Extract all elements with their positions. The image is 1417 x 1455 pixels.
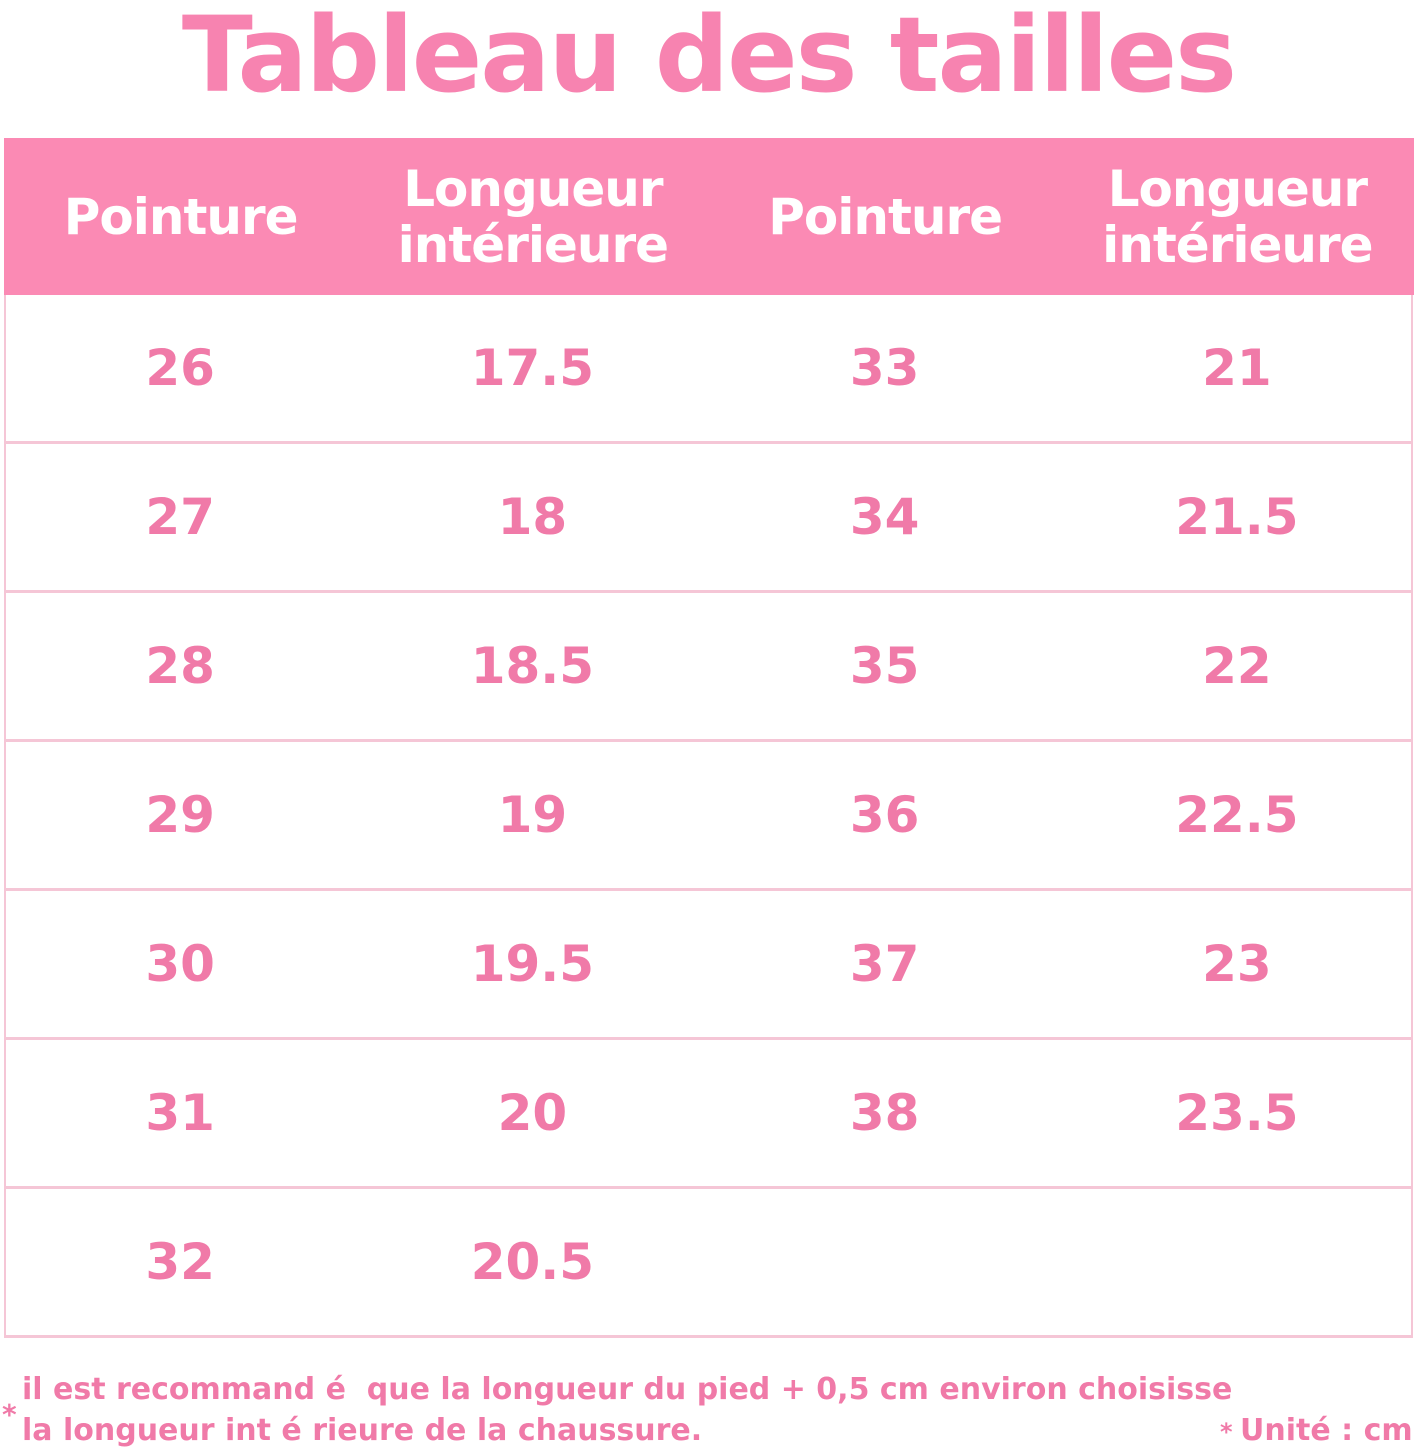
table-cell: 30	[145, 935, 215, 993]
table-cell: 22	[1202, 637, 1272, 695]
table-cell: 20.5	[470, 1233, 595, 1291]
table-cell: 28	[145, 637, 215, 695]
title: Tableau des tailles	[181, 0, 1237, 116]
unit: Unité : cm	[1240, 1413, 1413, 1448]
size-table: Pointure Longueur intérieure Pointure Longu…	[4, 138, 1414, 1338]
table-cell: 31	[145, 1084, 215, 1142]
table-row: 30 19.5 37 23	[4, 891, 1413, 1040]
table-row: 29 19 36 22.5	[4, 742, 1413, 891]
table-cell: 23	[1202, 935, 1272, 993]
column-header: Pointure	[4, 138, 358, 295]
table-row: 26 17.5 33 21	[4, 295, 1413, 444]
table-cell: 29	[145, 786, 215, 844]
table-cell: 36	[849, 786, 920, 844]
table-cell: 32	[145, 1233, 215, 1291]
column-header: Longueur intérieure	[356, 138, 710, 295]
column-header: Longueur intérieure	[1060, 138, 1414, 295]
table-cell: 19	[497, 786, 568, 844]
table-cell: 18	[497, 488, 568, 546]
asterisk: *	[2, 1398, 17, 1431]
table-cell: 33	[849, 339, 920, 397]
table-cell: 23.5	[1175, 1084, 1299, 1142]
table-row: 32 20.5	[4, 1189, 1413, 1338]
table-row: 28 18.5 35 22	[4, 593, 1413, 742]
table-cell: 21	[1202, 339, 1272, 397]
table-cell: 19.5	[470, 935, 595, 993]
table-cell: 18.5	[470, 637, 595, 695]
table-cell: 27	[145, 488, 215, 546]
table-cell: 20	[497, 1084, 568, 1142]
table-cell: 26	[145, 339, 215, 397]
note-line: la longueur int é rieure de la chaussure…	[22, 1413, 703, 1448]
column-header: Pointure	[708, 138, 1062, 295]
unit-asterisk: *	[1220, 1418, 1233, 1446]
table-row: 27 18 34 21.5	[4, 444, 1413, 593]
note-line: il est recommand é que la longueur du pi…	[22, 1372, 1233, 1407]
table-cell: 37	[849, 935, 920, 993]
table-cell: 22.5	[1175, 786, 1299, 844]
table-cell: 17.5	[470, 339, 595, 397]
table-cell: 35	[849, 637, 920, 695]
table-row: 31 20 38 23.5	[4, 1040, 1413, 1189]
table-cell: 34	[849, 488, 920, 546]
table-cell: 38	[849, 1084, 920, 1142]
table-cell: 21.5	[1175, 488, 1299, 546]
